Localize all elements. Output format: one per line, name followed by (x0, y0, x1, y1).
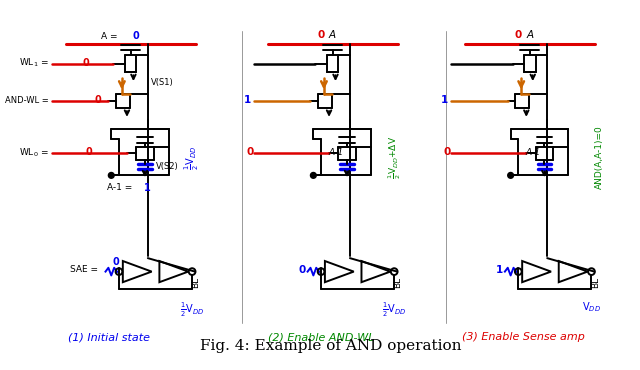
Text: 0: 0 (298, 265, 306, 275)
Text: WL$_0$ =: WL$_0$ = (19, 146, 49, 158)
Text: BL: BL (394, 276, 403, 287)
Circle shape (508, 172, 513, 178)
Text: A-1: A-1 (525, 148, 540, 157)
Text: 1: 1 (144, 183, 151, 193)
Text: 0: 0 (317, 30, 324, 40)
Text: A-1: A-1 (328, 148, 343, 157)
Text: (3) Enable Sense amp: (3) Enable Sense amp (461, 332, 584, 342)
Text: $\frac{1}{2}$V$_{DD}$+$\Delta$V: $\frac{1}{2}$V$_{DD}$+$\Delta$V (386, 136, 403, 179)
Text: SAE =: SAE = (70, 265, 98, 274)
Text: 1: 1 (495, 265, 503, 275)
Text: 0: 0 (515, 30, 522, 40)
Text: $\frac{1}{2}$V$_{DD}$: $\frac{1}{2}$V$_{DD}$ (382, 300, 406, 319)
Text: (1) Initial state: (1) Initial state (68, 332, 150, 342)
Text: 0: 0 (113, 257, 120, 267)
Text: Fig. 4: Example of AND operation: Fig. 4: Example of AND operation (200, 339, 461, 353)
Text: 1: 1 (441, 95, 448, 105)
Text: $\frac{1}{2}$V$_{DD}$: $\frac{1}{2}$V$_{DD}$ (183, 145, 201, 170)
Text: $\frac{1}{2}$V$_{DD}$: $\frac{1}{2}$V$_{DD}$ (180, 300, 204, 319)
Text: WL$_1$ =: WL$_1$ = (19, 57, 49, 69)
Text: A-1 =: A-1 = (107, 184, 132, 192)
Circle shape (310, 172, 316, 178)
Text: (2) Enable AND-WL: (2) Enable AND-WL (268, 332, 374, 342)
Text: AND-WL =: AND-WL = (5, 96, 49, 105)
Text: AND(A,A-1)=0: AND(A,A-1)=0 (595, 126, 604, 189)
Text: A =: A = (100, 32, 117, 41)
Text: 0: 0 (83, 58, 89, 68)
Text: A: A (526, 30, 533, 40)
Text: 0: 0 (132, 31, 139, 41)
Text: 0: 0 (444, 147, 451, 157)
Text: 0: 0 (95, 95, 102, 105)
Text: 0: 0 (85, 147, 92, 157)
Text: 1: 1 (244, 95, 251, 105)
Text: BL: BL (191, 276, 200, 287)
Text: V(S2): V(S2) (156, 162, 179, 171)
Text: BL: BL (591, 276, 600, 287)
Text: 0: 0 (246, 147, 253, 157)
Text: A: A (329, 30, 336, 40)
Circle shape (108, 172, 114, 178)
Text: V(S1): V(S1) (151, 78, 173, 87)
Text: V$_{DD}$: V$_{DD}$ (582, 300, 601, 314)
